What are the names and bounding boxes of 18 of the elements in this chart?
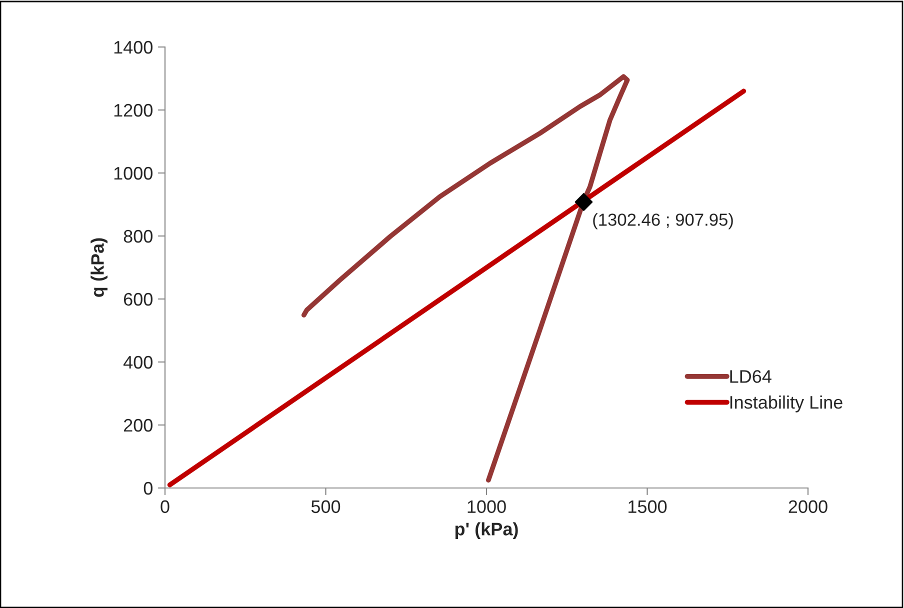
y-tick-label: 0	[144, 482, 152, 495]
y-tick-label: 1200	[114, 104, 152, 117]
x-tick-label: 2000	[788, 500, 828, 514]
x-axis-title: p' (kPa)	[455, 522, 518, 540]
x-tick-label: 1000	[468, 500, 506, 514]
x-tick-label: 500	[311, 500, 340, 514]
annotation: (1302.46 ; 907.95)	[593, 213, 733, 230]
y-tick-label: 200	[124, 418, 152, 432]
y-tick-label: 600	[124, 292, 152, 306]
legend-label: LD64	[730, 370, 772, 383]
y-tick-label: 1400	[114, 40, 152, 54]
y-tick-label: 400	[123, 356, 152, 369]
y-tick-label: 1000	[114, 166, 152, 180]
y-axis-title: q (kPa)	[90, 238, 108, 297]
y-tick-label: 800	[124, 230, 152, 243]
legend-label: Instability Line	[730, 395, 842, 412]
x-tick-label: 0	[160, 500, 170, 514]
x-tick-label: 1500	[628, 500, 667, 514]
